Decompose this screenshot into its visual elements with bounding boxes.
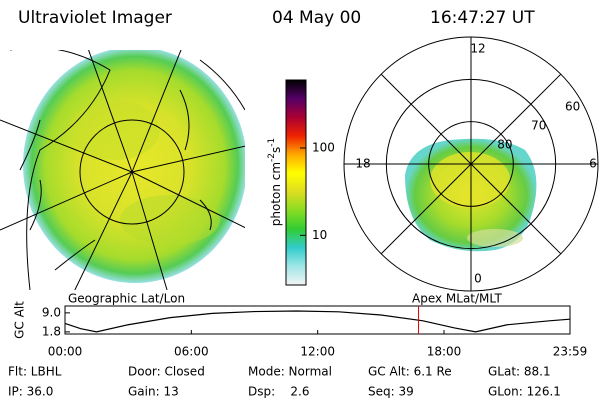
mlt-label: 18 xyxy=(355,157,370,171)
date: 04 May 00 xyxy=(272,8,361,28)
unit: photon cm xyxy=(269,162,283,226)
lat-ring xyxy=(385,78,557,250)
x-tick-label: 06:00 xyxy=(174,345,209,359)
altitude-line xyxy=(64,310,570,333)
info-field: GC Alt: 6.1 Re xyxy=(368,365,452,379)
colorbar: photon cm-2s-1 10 100 xyxy=(267,79,335,286)
mlt-label: 6 xyxy=(589,157,597,171)
lat-ring xyxy=(428,121,514,207)
geo-caption: Geographic Lat/Lon xyxy=(68,292,185,306)
colorbar-tick-label: 100 xyxy=(312,140,335,154)
colorbar-tick-label: 10 xyxy=(312,228,327,242)
x-tick-label: 18:00 xyxy=(427,345,462,359)
colorbar-rect xyxy=(285,79,307,286)
mlt-label: 12 xyxy=(470,42,485,56)
alt-ylabel: GC Alt xyxy=(13,301,27,339)
info-field: GLat: 88.1 xyxy=(488,365,551,379)
exp: -2 xyxy=(267,153,277,162)
info-field: Gain: 13 xyxy=(128,385,179,399)
title: Ultraviolet Imager xyxy=(18,8,172,28)
info-field: GLon: 126.1 xyxy=(488,385,561,399)
lat-ring xyxy=(343,36,599,292)
info-field: Seq: 39 xyxy=(368,385,414,399)
info-field: Dsp: 2.6 xyxy=(248,385,310,399)
x-tick-label: 12:00 xyxy=(300,345,335,359)
x-tick-label: 23:59 xyxy=(553,345,588,359)
x-tick-label: 00:00 xyxy=(48,345,83,359)
geo-image xyxy=(0,50,245,290)
info-field: Flt: LBHL xyxy=(8,365,62,379)
y-tick-label: 9.0 xyxy=(42,305,61,319)
info-field: Door: Closed xyxy=(128,365,205,379)
exp: -1 xyxy=(267,138,277,147)
lat-label: 60 xyxy=(565,99,580,113)
lat-label: 80 xyxy=(497,137,512,151)
y-tick-label: 1.8 xyxy=(42,324,61,338)
info-field: IP: 36.0 xyxy=(8,385,53,399)
mlt-spoke xyxy=(470,73,562,165)
info: Flt: LBHL Door: Closed Mode: Normal GC Alt:… xyxy=(8,365,561,399)
colorbar-label: photon cm-2s-1 xyxy=(267,138,283,227)
time: 16:47:27 UT xyxy=(430,8,535,28)
unit: s xyxy=(269,147,283,153)
alt-frame xyxy=(64,305,571,335)
mlt-spoke xyxy=(380,163,472,255)
info-field: Mode: Normal xyxy=(248,365,332,379)
lat-label: 70 xyxy=(531,118,546,132)
mlt-label: 0 xyxy=(474,272,482,286)
mlt-spoke xyxy=(380,73,472,165)
mlt-spoke xyxy=(470,163,562,255)
polar-caption: Apex MLat/MLT xyxy=(412,292,502,306)
polar-grid xyxy=(343,36,599,292)
